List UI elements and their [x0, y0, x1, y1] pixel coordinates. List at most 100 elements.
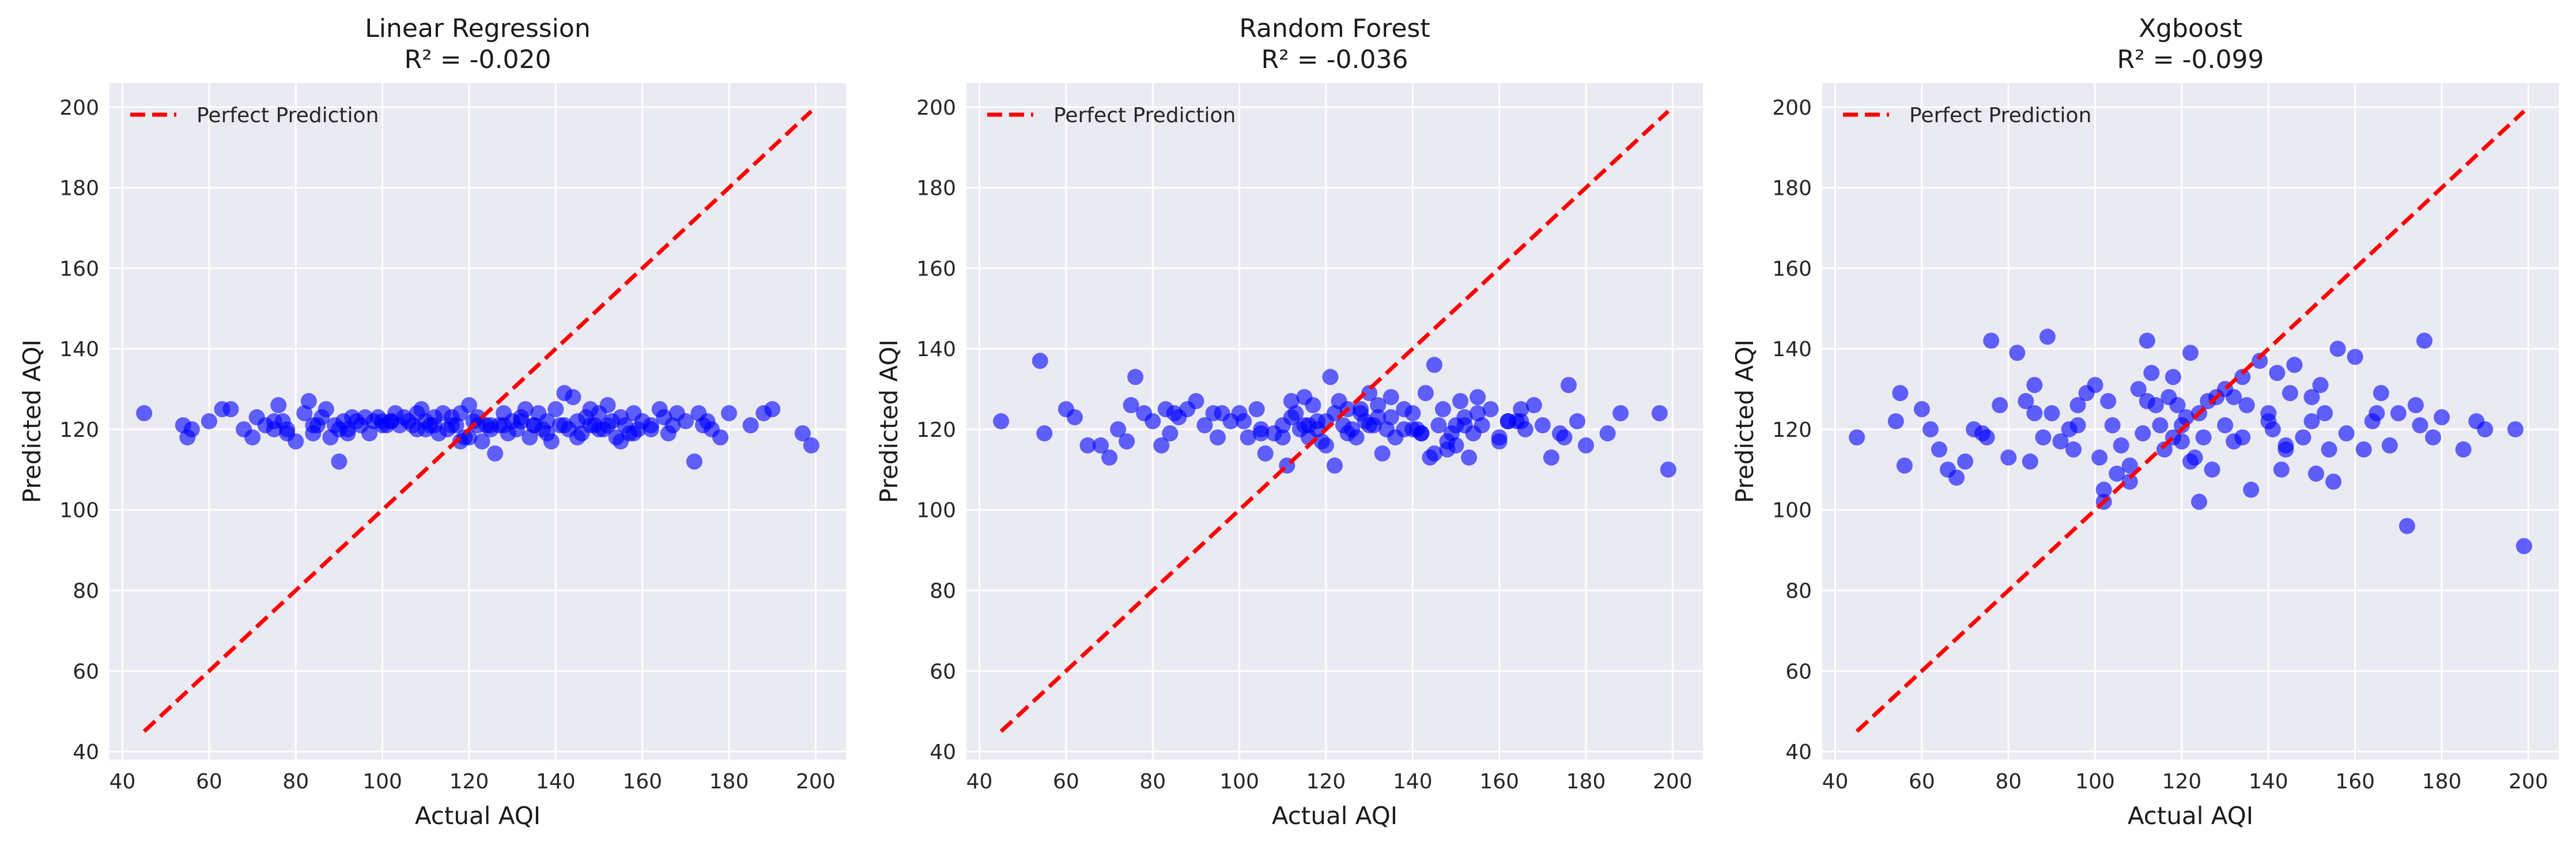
chart3-data-point	[2065, 441, 2082, 458]
chart1-x-axis-label: Actual AQI	[415, 802, 541, 830]
chart3-data-point	[1983, 333, 2000, 349]
chart2-data-point	[1651, 405, 1668, 422]
chart1-data-point	[556, 417, 573, 433]
chart1-data-point	[339, 425, 356, 441]
chart1-data-point	[331, 453, 348, 470]
chart2-x-tick-label: 80	[1139, 770, 1166, 794]
chart3-data-point	[1931, 441, 1947, 458]
chart3-data-point	[2295, 429, 2311, 445]
chart3-data-point	[1978, 429, 1995, 445]
chart3-y-axis-label: Predicted AQI	[1731, 339, 1759, 503]
chart3-data-point	[1957, 453, 1974, 470]
chart1-r2-subtitle: R² = -0.020	[405, 45, 552, 74]
chart3-data-point	[2317, 405, 2333, 422]
chart2-data-point	[1470, 405, 1486, 422]
chart3-data-point	[2260, 405, 2277, 422]
chart2-data-point	[1452, 393, 1469, 410]
chart1-data-point	[348, 413, 365, 429]
chart1-x-tick-label: 160	[622, 770, 662, 794]
chart3-data-point	[2173, 433, 2190, 450]
chart1-y-tick-label: 160	[59, 257, 99, 281]
chart2-data-point	[1396, 421, 1412, 437]
chart3-data-point	[2191, 493, 2208, 510]
chart3-x-tick-label: 80	[1995, 770, 2022, 794]
chart3-data-point	[1948, 469, 1965, 486]
chart2-data-point	[1404, 405, 1421, 422]
chart3-data-point	[2152, 417, 2169, 433]
chart1-data-point	[474, 433, 490, 450]
chart1-x-tick-label: 180	[709, 770, 749, 794]
chart3-data-point	[2100, 393, 2117, 410]
chart3-data-point	[2369, 405, 2385, 422]
chart3-data-point	[2515, 538, 2532, 554]
chart3-data-point	[2252, 353, 2268, 369]
chart3-data-point	[2178, 409, 2194, 426]
chart2-data-point	[1353, 401, 1369, 418]
chart3-data-point	[1913, 401, 1930, 418]
chart3-data-point	[2169, 397, 2186, 414]
chart2-data-point	[1569, 413, 1585, 429]
chart1-data-point	[305, 417, 322, 433]
chart3-data-point	[2018, 393, 2034, 410]
chart1-data-point	[643, 421, 659, 437]
chart3-data-point	[2087, 377, 2103, 394]
chart3-data-point	[2338, 425, 2355, 441]
chart2-data-point	[1556, 429, 1573, 445]
chart3-data-point	[2091, 449, 2108, 466]
chart1-data-point	[526, 417, 542, 433]
chart3-data-point	[2095, 481, 2112, 498]
chart2-data-point	[1317, 437, 1334, 454]
chart2-x-tick-label: 100	[1219, 770, 1259, 794]
chart1-data-point	[569, 429, 586, 445]
chart2-data-point	[1513, 413, 1529, 429]
chart1-data-point	[513, 413, 530, 429]
chart2-data-point	[1374, 445, 1391, 462]
chart1-x-tick-label: 60	[196, 770, 222, 794]
chart3-y-tick-label: 120	[1772, 418, 1812, 442]
chart1-y-tick-label: 200	[59, 96, 99, 120]
chart3-data-point	[1887, 413, 1904, 429]
chart2-y-tick-label: 200	[916, 96, 956, 120]
chart2-data-point	[1210, 429, 1226, 445]
chart2-data-point	[1248, 401, 1265, 418]
chart1-perfect-prediction-line	[142, 109, 813, 733]
chart3-data-point	[2130, 381, 2147, 398]
chart2-data-point	[1417, 385, 1434, 402]
chart2-data-point	[1426, 357, 1442, 373]
chart2-data-point	[1079, 437, 1096, 454]
chart1-legend-label: Perfect Prediction	[197, 104, 379, 127]
chart2-data-point	[1162, 425, 1179, 441]
chart3-panel: 40 60 80 100 120 140 160 180 200 40 60 80 100 120 140 1…	[1731, 14, 2559, 830]
chart3-data-point	[2165, 369, 2181, 386]
chart2-data-point	[1370, 397, 1387, 414]
chart2-y-tick-label: 140	[916, 338, 956, 361]
chart2-y-tick-label: 80	[930, 580, 956, 603]
chart3-data-point	[2044, 405, 2060, 422]
chart2-data-point	[1560, 377, 1577, 394]
chart3-data-point	[2139, 333, 2155, 349]
chart3-y-tick-label: 140	[1772, 338, 1812, 361]
chart1-data-point	[288, 433, 304, 450]
chart3-title: Xgboost	[2139, 14, 2242, 43]
chart2-x-tick-label: 160	[1479, 770, 1519, 794]
chart1-data-point	[460, 397, 477, 414]
chart3-data-point	[2000, 449, 2017, 466]
chart3-data-point	[2009, 345, 2026, 361]
chart1-data-point	[565, 389, 581, 406]
chart2-y-tick-label: 100	[916, 499, 956, 523]
chart2-data-point	[1327, 457, 1343, 474]
chart3-data-point	[2434, 409, 2450, 426]
chart1-data-point	[482, 417, 499, 433]
chart2-data-point	[1032, 353, 1048, 369]
chart1-data-point	[183, 421, 200, 437]
chart1-data-point	[539, 413, 556, 429]
chart3-data-point	[2455, 441, 2472, 458]
chart1-data-point	[487, 445, 504, 462]
chart1-y-tick-label: 120	[59, 418, 99, 442]
chart2-y-axis-label: Predicted AQI	[875, 339, 903, 503]
chart2-x-tick-label: 180	[1566, 770, 1606, 794]
chart2-data-point	[1093, 437, 1109, 454]
chart1-x-tick-label: 100	[362, 770, 402, 794]
chart2-data-point	[1101, 449, 1118, 466]
chart3-data-point	[2312, 377, 2329, 394]
